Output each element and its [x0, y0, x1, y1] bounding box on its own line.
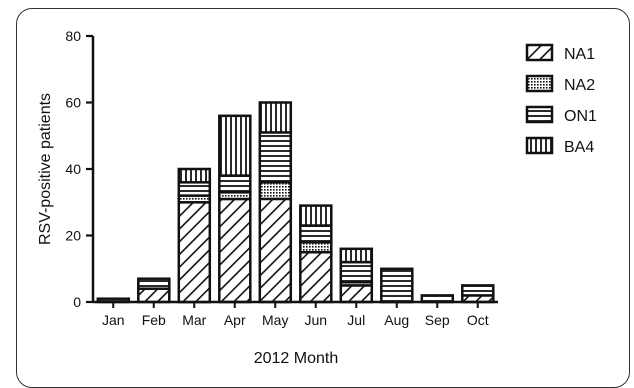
- bar-segment-ba4-mar: [177, 167, 212, 184]
- x-axis-title: 2012 Month: [254, 350, 339, 367]
- bar-segment-na1-mar: [177, 201, 212, 304]
- bar-segment-na1-jul: [339, 284, 374, 304]
- legend-swatch-on1: [525, 105, 554, 124]
- x-tick-label: May: [262, 312, 288, 328]
- legend-label-na1: NA1: [564, 46, 595, 63]
- legend-label-ba4: BA4: [564, 139, 594, 156]
- legend-swatch-na2: [525, 74, 554, 93]
- bar-segment-na1-jun: [299, 250, 333, 304]
- bar-segment-on1-apr: [218, 174, 252, 194]
- bar-segment-on1-may: [258, 131, 293, 184]
- bar-segment-ba4-apr: [218, 114, 252, 177]
- axes: [91, 36, 498, 304]
- legend-swatch-ba4: [525, 136, 554, 155]
- stacked-bar-chart: 0 20 40 60 80 Jan Feb Mar Apr May Jun Jul Aug Sep Oct…: [37, 28, 597, 367]
- y-tick-label: 40: [65, 161, 81, 177]
- x-tick-label: Feb: [142, 312, 166, 328]
- y-tick-label: 20: [65, 228, 81, 244]
- y-tick-label: 60: [65, 95, 81, 111]
- bar-segment-na1-may: [258, 197, 293, 304]
- bar-segment-ba4-jul: [339, 247, 374, 264]
- legend-label-na2: NA2: [564, 77, 595, 94]
- x-tick-label: Mar: [182, 312, 206, 328]
- x-tick-label: Apr: [224, 312, 246, 328]
- x-tick-label: Oct: [467, 312, 489, 328]
- bar-segment-on1-jul: [339, 260, 374, 284]
- bar-segment-na2-may: [258, 181, 293, 201]
- bar-segment-on1-oct: [461, 284, 495, 297]
- legend-label-on1: ON1: [564, 108, 597, 125]
- bar-segment-ba4-jun: [299, 204, 333, 227]
- x-tick-label: Jan: [102, 312, 125, 328]
- x-tick-label: Jun: [304, 312, 327, 328]
- bar-segment-na1-feb: [137, 287, 171, 304]
- x-tick-label: Sep: [425, 312, 450, 328]
- bar-segment-na1-apr: [218, 197, 252, 304]
- y-axis-title: RSV-positive patients: [37, 93, 54, 245]
- bar-segment-on1-aug: [380, 267, 414, 304]
- bar-segment-on1-mar: [177, 181, 212, 197]
- y-tick-label: 0: [73, 294, 81, 310]
- bar-segment-na2-jun: [299, 240, 333, 254]
- legend-swatch-na1: [525, 43, 554, 62]
- legend: NA1 NA2 ON1 BA4: [525, 43, 597, 156]
- bar-segment-on1-jun: [299, 224, 333, 244]
- y-tick-label: 80: [65, 28, 81, 44]
- x-tick-label: Aug: [384, 312, 409, 328]
- bar-segment-ba4-may: [258, 101, 293, 134]
- x-tick-label: Jul: [347, 312, 365, 328]
- bar-segment-on1-feb: [137, 277, 171, 290]
